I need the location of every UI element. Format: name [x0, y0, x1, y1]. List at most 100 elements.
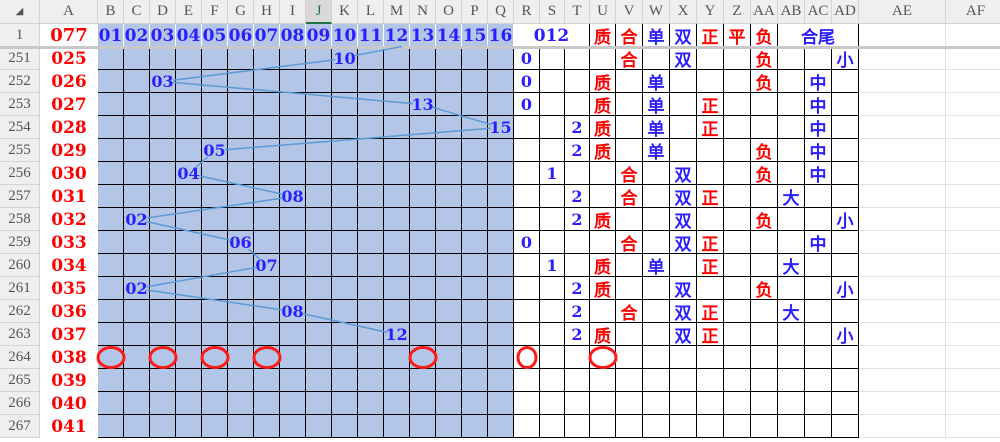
cell[interactable]	[832, 254, 859, 277]
cell[interactable]	[436, 208, 462, 231]
cell[interactable]	[176, 116, 202, 139]
attribute-cell-y[interactable]: 正	[697, 254, 724, 278]
cell[interactable]	[859, 323, 946, 346]
cell[interactable]	[590, 185, 616, 208]
select-all-corner[interactable]: ◢	[0, 0, 40, 24]
cell[interactable]	[462, 116, 488, 139]
cell[interactable]	[724, 93, 751, 116]
cell[interactable]	[306, 300, 332, 323]
cell[interactable]	[724, 70, 751, 93]
attribute-cell-u[interactable]: 质	[590, 254, 616, 278]
row-header[interactable]: 263	[0, 323, 40, 346]
attribute-cell-ac[interactable]: 中	[805, 139, 832, 163]
header-number-07[interactable]: 07	[254, 24, 280, 47]
cell[interactable]	[150, 300, 176, 323]
cell[interactable]	[254, 70, 280, 93]
cell[interactable]	[540, 231, 565, 254]
cell[interactable]	[590, 231, 616, 254]
cell[interactable]	[540, 208, 565, 231]
header-number-05[interactable]: 05	[202, 24, 228, 47]
cell[interactable]	[514, 415, 540, 438]
cell[interactable]	[358, 415, 384, 438]
cell[interactable]	[832, 70, 859, 93]
attribute-cell-ac[interactable]: 中	[805, 70, 832, 94]
cell[interactable]	[306, 208, 332, 231]
cell[interactable]	[358, 300, 384, 323]
cell[interactable]	[202, 346, 228, 369]
cell[interactable]	[462, 139, 488, 162]
cell[interactable]	[488, 300, 514, 323]
cell[interactable]	[202, 185, 228, 208]
cell[interactable]	[358, 346, 384, 369]
cell[interactable]	[724, 116, 751, 139]
header-number-03[interactable]: 03	[150, 24, 176, 47]
cell[interactable]	[751, 392, 778, 415]
cell[interactable]	[590, 162, 616, 185]
attribute-cell-v[interactable]: 合	[616, 162, 643, 186]
mod-value-cell[interactable]: 2	[565, 300, 590, 323]
cell[interactable]	[565, 346, 590, 369]
cell[interactable]	[280, 139, 306, 162]
cell[interactable]	[202, 208, 228, 231]
mod-value-cell[interactable]: 0	[514, 231, 540, 254]
cell[interactable]	[462, 231, 488, 254]
column-header-b[interactable]: B	[98, 0, 124, 24]
attribute-cell-v[interactable]: 合	[616, 300, 643, 324]
attribute-cell-y[interactable]: 正	[697, 323, 724, 347]
cell[interactable]	[751, 346, 778, 369]
cell[interactable]	[462, 185, 488, 208]
cell[interactable]	[228, 254, 254, 277]
attribute-cell-ab[interactable]: 大	[778, 300, 805, 324]
cell[interactable]	[859, 300, 946, 323]
cell[interactable]	[565, 162, 590, 185]
cell[interactable]	[946, 208, 1000, 231]
cell[interactable]	[332, 392, 358, 415]
column-header-k[interactable]: K	[332, 0, 358, 24]
cell[interactable]	[462, 70, 488, 93]
cell[interactable]	[254, 415, 280, 438]
cell[interactable]	[643, 323, 670, 346]
cell[interactable]	[150, 139, 176, 162]
cell[interactable]	[859, 369, 946, 392]
row-header[interactable]: 252	[0, 70, 40, 93]
row-header[interactable]: 257	[0, 185, 40, 208]
cell[interactable]	[306, 254, 332, 277]
cell[interactable]	[254, 231, 280, 254]
cell[interactable]	[124, 139, 150, 162]
header-tail-label[interactable]: 合尾	[778, 24, 859, 48]
header-tag-aa[interactable]: 负	[751, 24, 778, 48]
column-header-r[interactable]: R	[514, 0, 540, 24]
issue-cell[interactable]: 032	[51, 209, 87, 230]
cell[interactable]	[565, 254, 590, 277]
cell[interactable]	[98, 392, 124, 415]
cell[interactable]	[98, 139, 124, 162]
cell[interactable]	[488, 369, 514, 392]
cell[interactable]	[643, 346, 670, 369]
cell[interactable]	[805, 185, 832, 208]
cell[interactable]	[565, 231, 590, 254]
cell[interactable]	[859, 254, 946, 277]
attribute-cell-aa[interactable]: 负	[751, 47, 778, 71]
attribute-cell-ab[interactable]: 大	[778, 185, 805, 209]
cell[interactable]	[98, 208, 124, 231]
column-header-v[interactable]: V	[616, 0, 643, 24]
attribute-cell-y[interactable]: 正	[697, 93, 724, 117]
cell[interactable]	[98, 415, 124, 438]
header-number-04[interactable]: 04	[176, 24, 202, 47]
cell[interactable]	[332, 93, 358, 116]
cell[interactable]	[358, 254, 384, 277]
cell[interactable]	[697, 415, 724, 438]
cell[interactable]	[332, 277, 358, 300]
cell[interactable]	[228, 300, 254, 323]
column-header-y[interactable]: Y	[697, 0, 724, 24]
cell[interactable]	[384, 162, 410, 185]
cell[interactable]	[488, 277, 514, 300]
cell[interactable]	[670, 369, 697, 392]
cell[interactable]	[176, 208, 202, 231]
cell[interactable]	[228, 185, 254, 208]
cell[interactable]	[724, 254, 751, 277]
attribute-cell-ac[interactable]: 中	[805, 162, 832, 186]
cell[interactable]	[358, 185, 384, 208]
attribute-cell-x[interactable]: 双	[670, 300, 697, 324]
cell[interactable]	[176, 300, 202, 323]
